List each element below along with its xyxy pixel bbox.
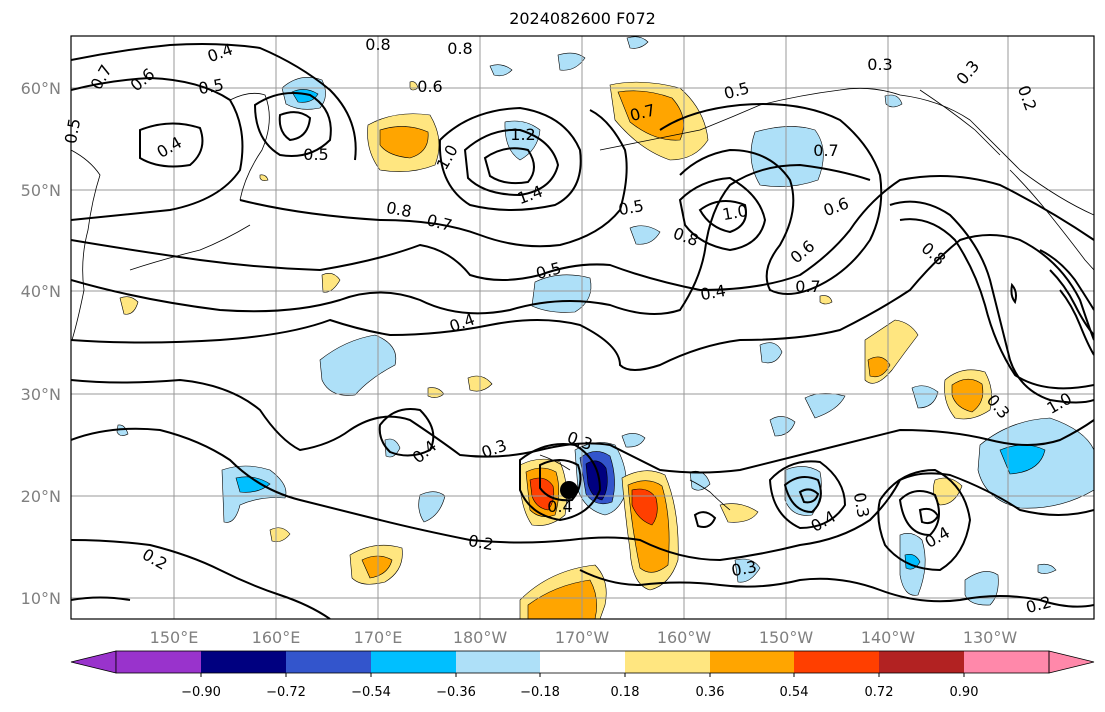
latitude-labels: 60°N 50°N 40°N 30°N 20°N 10°N <box>21 79 61 608</box>
lat-label: 10°N <box>21 589 61 608</box>
colorbar-box <box>286 651 371 673</box>
colorbar-tick: −0.90 <box>181 685 221 700</box>
contour-label: 0.8 <box>447 39 472 58</box>
coastlines <box>71 87 1094 511</box>
contour-label: 0.5 <box>303 145 328 164</box>
colorbar-box <box>710 651 794 673</box>
colorbar-tick: −0.72 <box>266 685 306 700</box>
colorbar-box <box>116 651 201 673</box>
lon-label: 180°W <box>453 628 508 647</box>
colorbar-outline <box>115 650 1050 674</box>
contour-label: 0.3 <box>850 491 873 519</box>
map-content <box>71 36 1094 619</box>
contour-label: 0.3 <box>867 55 892 74</box>
contour-label: 0.5 <box>197 75 225 98</box>
contour-label: 0.7 <box>813 141 838 160</box>
lon-label: 150°W <box>759 628 814 647</box>
contour-label: 0.5 <box>61 117 84 145</box>
lon-label: 130°W <box>963 628 1018 647</box>
contour-label: 0.4 <box>699 281 727 304</box>
colorbar-extend-high <box>1048 650 1095 674</box>
lat-label: 60°N <box>21 79 61 98</box>
negative-shading <box>116 36 1094 606</box>
colorbar-tick: −0.54 <box>351 685 391 700</box>
contour-label: 0.6 <box>417 77 442 96</box>
colorbar-tick: 0.72 <box>865 685 894 700</box>
lon-label: 160°W <box>657 628 712 647</box>
colorbar-box <box>540 651 625 673</box>
colorbar-box <box>456 651 540 673</box>
colorbar-box <box>625 651 710 673</box>
contour-label: 1.0 <box>721 201 749 224</box>
colorbar-tick: −0.36 <box>436 685 476 700</box>
lat-label: 20°N <box>21 487 61 506</box>
colorbar-box <box>879 651 964 673</box>
lon-label: 160°E <box>252 628 301 647</box>
lon-label: 170°W <box>555 628 610 647</box>
contour-lines <box>71 43 1094 619</box>
lon-label: 170°E <box>354 628 403 647</box>
gridlines <box>71 36 1094 619</box>
lon-label: 150°E <box>150 628 199 647</box>
colorbar-box <box>201 651 286 673</box>
contour-label: 0.3 <box>730 557 758 580</box>
contour-label: 0.8 <box>385 198 413 221</box>
map-frame <box>70 35 1095 620</box>
contour-label: 0.4 <box>547 497 572 516</box>
cyclone-center-marker <box>560 481 578 499</box>
lat-label: 40°N <box>21 282 61 301</box>
contour-label: 0.5 <box>617 196 645 219</box>
colorbar-tick: 0.18 <box>611 685 640 700</box>
colorbar-extend-low <box>70 650 117 674</box>
colorbar-tick: −0.18 <box>520 685 560 700</box>
colorbar-tick: 0.36 <box>696 685 725 700</box>
contour-label: 0.7 <box>795 277 820 296</box>
contour-label: 0.2 <box>467 531 495 554</box>
longitude-labels: 150°E 160°E 170°E 180°W 170°W 160°W 150°… <box>150 628 1018 647</box>
colorbar-tick: 0.90 <box>950 685 979 700</box>
map-title: 2024082600 F072 <box>509 9 656 28</box>
colorbar-tick: 0.54 <box>780 685 809 700</box>
colorbar: −0.90 −0.72 −0.54 −0.36 −0.18 0.18 0.36 … <box>70 650 1095 700</box>
contour-label: 0.8 <box>365 35 390 54</box>
lat-label: 30°N <box>21 385 61 404</box>
lon-label: 140°W <box>861 628 916 647</box>
colorbar-box <box>964 651 1049 673</box>
colorbar-box <box>794 651 879 673</box>
colorbar-box <box>371 651 456 673</box>
colorbar-tick-labels: −0.90 −0.72 −0.54 −0.36 −0.18 0.18 0.36 … <box>181 685 978 700</box>
contour-label: 1.2 <box>510 125 535 144</box>
lat-label: 50°N <box>21 181 61 200</box>
